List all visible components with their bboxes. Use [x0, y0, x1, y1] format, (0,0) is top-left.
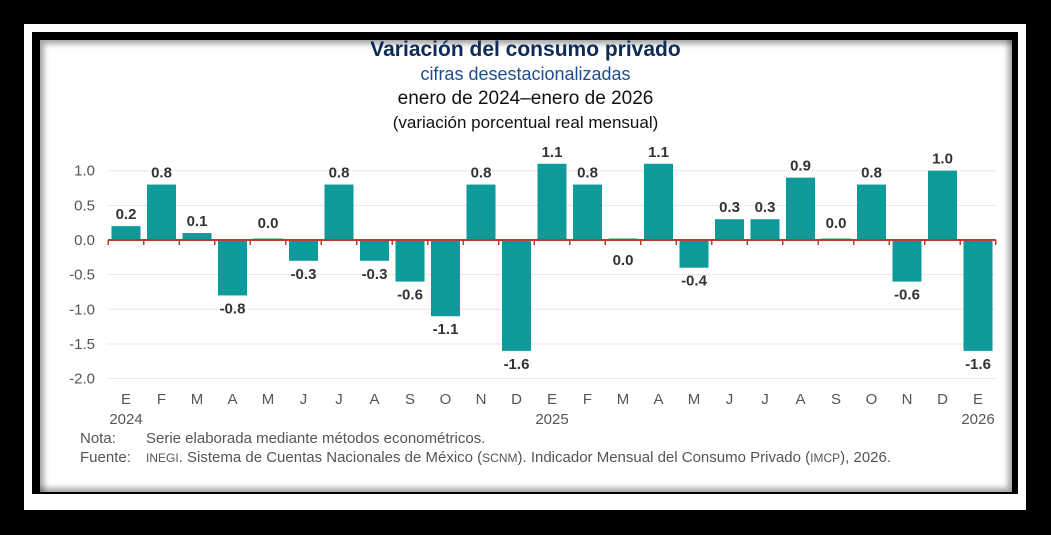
note-label: Nota: — [80, 430, 116, 447]
data-label: -0.6 — [397, 287, 423, 304]
bar — [715, 219, 744, 240]
x-tick-label: E — [121, 391, 131, 408]
x-tick-label: M — [191, 391, 204, 408]
bar — [431, 240, 460, 317]
data-label: 0.0 — [613, 252, 634, 269]
year-label: 2026 — [961, 411, 994, 428]
data-label: 0.8 — [471, 165, 492, 182]
bar — [573, 184, 602, 240]
data-label: 0.8 — [329, 165, 350, 182]
bar — [324, 184, 354, 240]
data-label: -0.6 — [894, 287, 920, 304]
x-tick-label: E — [973, 391, 983, 408]
source-inegi: INEGI — [146, 451, 179, 465]
x-tick-label: M — [617, 391, 630, 408]
data-label: 0.8 — [861, 165, 882, 182]
data-label: -1.6 — [504, 356, 530, 373]
y-tick-label: -1.0 — [69, 301, 95, 318]
x-tick-label: A — [653, 391, 663, 408]
bar — [218, 240, 247, 296]
data-label: -0.8 — [220, 300, 246, 317]
x-tick-label: A — [227, 391, 237, 408]
data-label: 0.8 — [577, 165, 598, 182]
data-label: -1.1 — [433, 321, 459, 338]
note-text: Serie elaborada mediante métodos economé… — [146, 430, 486, 447]
source-text-3: ), 2026. — [840, 449, 892, 466]
bar — [466, 184, 496, 240]
data-label: 0.0 — [826, 215, 847, 232]
bar — [502, 240, 531, 351]
bar — [644, 163, 673, 240]
source-scnm: SCNM — [482, 451, 518, 465]
data-label: 0.3 — [755, 199, 776, 216]
data-label: 1.0 — [932, 151, 953, 168]
x-tick-label: J — [726, 391, 734, 408]
x-tick-label: N — [902, 391, 913, 408]
source-text: . Sistema de Cuentas Nacionales de Méxic… — [178, 449, 483, 466]
x-tick-label: J — [335, 391, 343, 408]
data-label: 0.9 — [790, 158, 811, 175]
x-tick-label: F — [157, 391, 166, 408]
bar — [892, 240, 922, 282]
x-tick-label: F — [583, 391, 592, 408]
x-tick-label: A — [795, 391, 805, 408]
bar — [857, 184, 886, 240]
x-tick-label: O — [440, 391, 452, 408]
data-label: 1.1 — [648, 144, 669, 161]
y-tick-label: -0.5 — [69, 267, 95, 284]
data-label: 0.8 — [151, 165, 172, 182]
x-tick-label: S — [831, 391, 841, 408]
data-label: -1.6 — [965, 356, 991, 373]
bar — [928, 170, 957, 240]
x-tick-label: E — [547, 391, 557, 408]
data-label: 1.1 — [542, 144, 563, 161]
x-tick-label: A — [369, 391, 379, 408]
x-tick-label: J — [761, 391, 769, 408]
chart-subtitle: cifras desestacionalizadas — [420, 64, 631, 84]
data-label: 0.1 — [187, 213, 208, 230]
y-tick-label: -2.0 — [69, 371, 95, 388]
data-label: 0.2 — [116, 206, 137, 223]
x-tick-label: N — [476, 391, 487, 408]
x-tick-label: D — [937, 391, 948, 408]
bar — [963, 240, 993, 351]
y-tick-label: 0.0 — [74, 232, 95, 249]
note-line: Nota: Serie elaborada mediante métodos ec… — [80, 430, 485, 447]
bar — [679, 240, 709, 268]
bar — [111, 226, 141, 240]
x-tick-label: S — [405, 391, 415, 408]
bar — [147, 184, 176, 240]
bar — [289, 240, 318, 261]
year-label: 2024 — [109, 411, 142, 428]
chart-unit: (variación porcentual real mensual) — [392, 113, 659, 132]
chart-title: Variación del consumo privado — [370, 38, 681, 61]
x-tick-label: M — [262, 391, 275, 408]
bar — [786, 177, 815, 240]
x-tick-label: J — [300, 391, 308, 408]
data-label: -0.3 — [362, 266, 388, 283]
year-label: 2025 — [535, 411, 568, 428]
x-tick-label: D — [511, 391, 522, 408]
y-tick-label: 0.5 — [74, 197, 95, 214]
source-line: Fuente: INEGI. Sistema de Cuentas Naciona… — [80, 449, 891, 466]
x-tick-label: O — [866, 391, 878, 408]
bar — [395, 240, 425, 282]
x-tick-label: M — [688, 391, 701, 408]
bar — [360, 240, 389, 261]
data-label: -0.3 — [291, 266, 317, 283]
source-imcp: IMCP — [810, 451, 841, 465]
y-tick-label: -1.5 — [69, 336, 95, 353]
bar — [750, 219, 780, 240]
chart-period: enero de 2024–enero de 2026 — [397, 88, 654, 109]
y-tick-label: 1.0 — [74, 163, 95, 180]
data-label: 0.0 — [258, 215, 279, 232]
source-label: Fuente: — [80, 449, 131, 466]
bar — [182, 233, 212, 240]
data-label: 0.3 — [719, 199, 740, 216]
data-label: -0.4 — [681, 273, 708, 290]
source-text-2: ). Indicador Mensual del Consumo Privado… — [517, 449, 811, 466]
bar — [537, 163, 567, 240]
